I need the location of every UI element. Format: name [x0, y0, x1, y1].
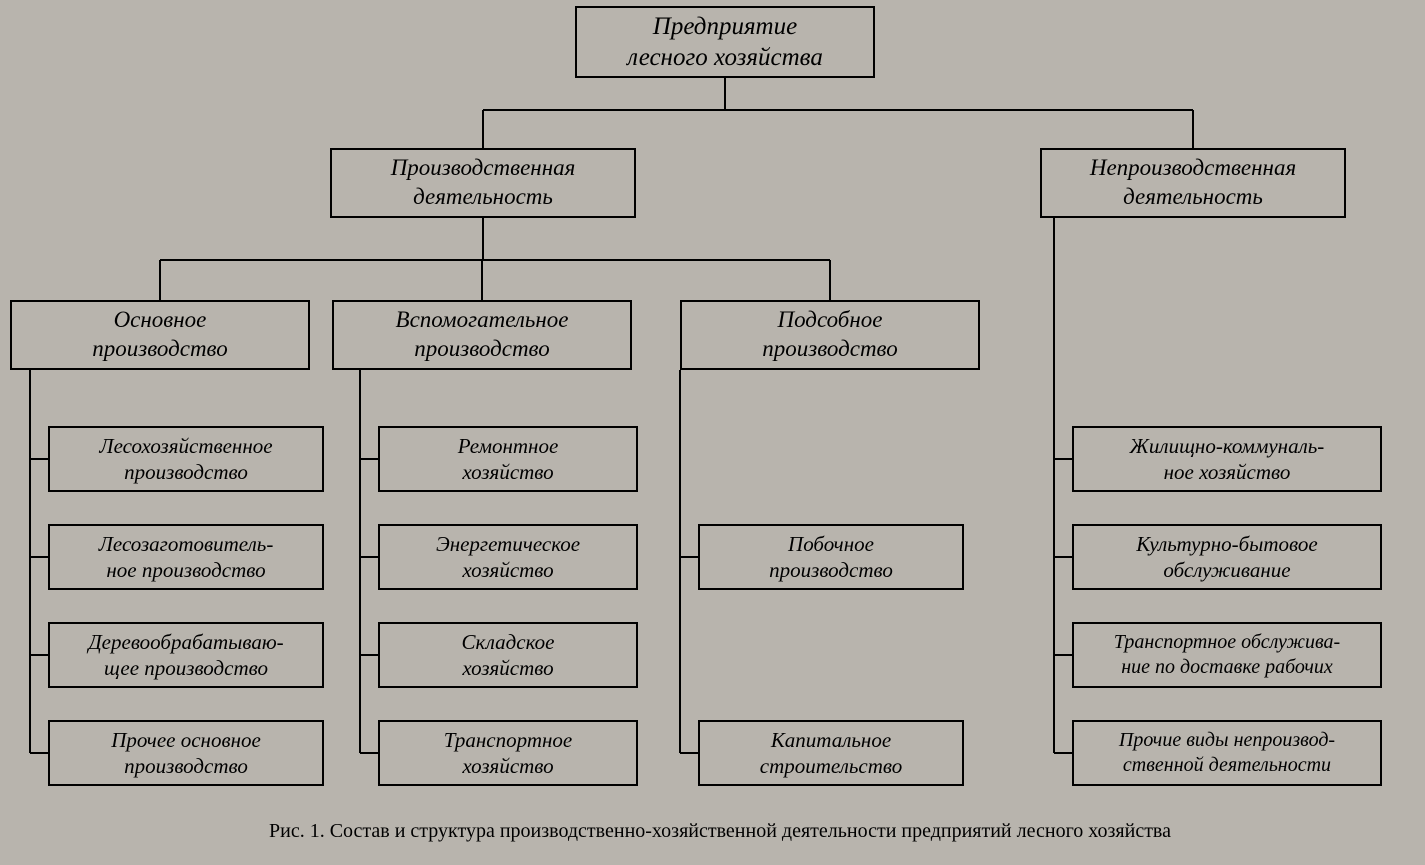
node-m3: Деревообрабатываю-щее производство [48, 622, 324, 688]
node-n4: Прочие виды непроизвод-ственной деятельн… [1072, 720, 1382, 786]
node-n3: Транспортное обслужива-ние по доставке р… [1072, 622, 1382, 688]
node-a2: Энергетическоехозяйство [378, 524, 638, 590]
node-main: Основноепроизводство [10, 300, 310, 370]
node-a3: Складскоехозяйство [378, 622, 638, 688]
node-m1: Лесохозяйственноепроизводство [48, 426, 324, 492]
figure-caption: Рис. 1. Состав и структура производствен… [130, 820, 1310, 843]
node-nonprod: Непроизводственнаядеятельность [1040, 148, 1346, 218]
node-m2: Лесозаготовитель-ное производство [48, 524, 324, 590]
node-aux: Вспомогательноепроизводство [332, 300, 632, 370]
node-a1: Ремонтноехозяйство [378, 426, 638, 492]
node-sub: Подсобноепроизводство [680, 300, 980, 370]
node-n2: Культурно-бытовоеобслуживание [1072, 524, 1382, 590]
node-s2: Капитальноестроительство [698, 720, 964, 786]
node-m4: Прочее основноепроизводство [48, 720, 324, 786]
node-n1: Жилищно-коммуналь-ное хозяйство [1072, 426, 1382, 492]
node-s1: Побочноепроизводство [698, 524, 964, 590]
node-a4: Транспортноехозяйство [378, 720, 638, 786]
node-prod: Производственнаядеятельность [330, 148, 636, 218]
node-root: Предприятиелесного хозяйства [575, 6, 875, 78]
